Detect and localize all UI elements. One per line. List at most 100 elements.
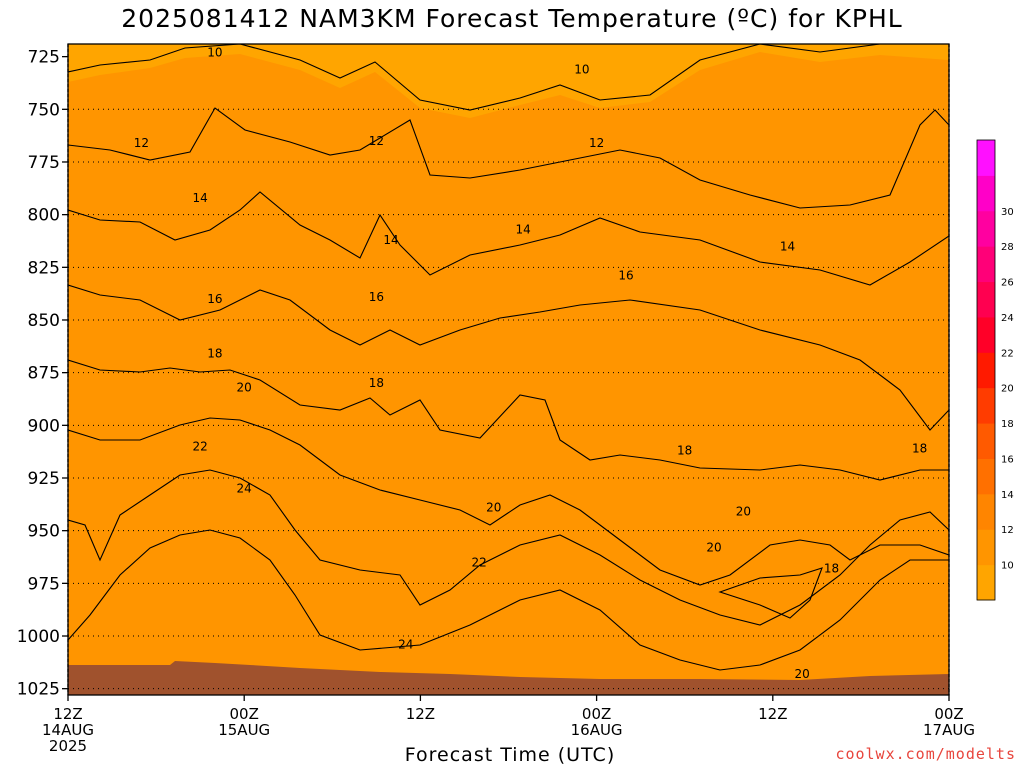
- colorbar-tick-label-18: 18: [1001, 419, 1014, 430]
- x-tick-label-0: 12Z 14AUG 2025: [42, 705, 94, 755]
- contour-label-15: 18: [912, 442, 927, 456]
- contour-label-text-18: 20: [486, 500, 501, 514]
- colorbar-swatch-1: [977, 529, 995, 566]
- contour-line-12: [68, 107, 949, 209]
- contour-label-11: 16: [618, 269, 633, 283]
- contour-label-text-5: 14: [193, 191, 208, 205]
- contour-label-8: 14: [780, 239, 795, 253]
- contour-label-text-3: 12: [369, 134, 384, 148]
- contour-line-16: [68, 284, 949, 431]
- colorbar-tick-label-20: 20: [1001, 384, 1014, 395]
- contour-label-text-23: 22: [471, 555, 486, 569]
- chart-title: 2025081412 NAM3KM Forecast Temperature (…: [121, 4, 903, 33]
- contour-label-text-14: 18: [677, 444, 692, 458]
- colorbar-swatch-8: [977, 281, 995, 318]
- colorbar-tick-label-30: 30: [1001, 207, 1014, 218]
- contour-label-text-10: 16: [369, 290, 384, 304]
- contour-label-3: 12: [369, 134, 384, 148]
- contour-lines: [68, 44, 949, 671]
- contour-label-6: 14: [383, 233, 398, 247]
- x-tick-label-5: 00Z 17AUG: [923, 705, 975, 739]
- contour-line-18-island: [718, 567, 823, 619]
- contour-label-text-2: 12: [134, 136, 149, 150]
- contour-label-21: 20: [795, 667, 810, 681]
- contour-label-text-7: 14: [516, 222, 531, 236]
- colorbar-tick-label-16: 16: [1001, 454, 1014, 465]
- colorbar-swatch-0: [977, 564, 995, 601]
- contour-label-text-9: 16: [207, 292, 222, 306]
- contour-label-2: 12: [134, 136, 149, 150]
- contour-line-20: [68, 417, 949, 586]
- colorbar-swatch-4: [977, 423, 995, 459]
- contour-label-17: 20: [237, 380, 252, 394]
- temperature-band-below-8: [68, 44, 949, 118]
- contour-label-24: 24: [237, 482, 252, 496]
- y-tick-label-725: 725: [28, 48, 60, 68]
- contour-label-14: 18: [677, 444, 692, 458]
- y-tick-label-825: 825: [28, 258, 60, 278]
- plot-field: [68, 44, 949, 695]
- contour-label-13: 18: [369, 376, 384, 390]
- gridlines: [68, 108, 949, 690]
- x-tick-label-4: 12Z: [758, 705, 787, 723]
- contour-label-18: 20: [486, 500, 501, 514]
- colorbar-tick-label-22: 22: [1001, 348, 1014, 359]
- colorbar-tick-label-10: 10: [1001, 561, 1014, 572]
- contour-label-0: 10: [207, 45, 222, 59]
- contour-label-23: 22: [471, 555, 486, 569]
- colorbar-swatch-9: [977, 246, 995, 283]
- colorbar-tick-label-12: 12: [1001, 525, 1014, 536]
- contour-label-text-4: 12: [589, 136, 604, 150]
- contour-label-16: 18: [824, 562, 839, 576]
- y-tick-label-975: 975: [28, 574, 60, 594]
- contour-line-14: [68, 191, 949, 286]
- contour-label-text-21: 20: [795, 667, 810, 681]
- y-tick-label-1000: 1000: [17, 627, 60, 647]
- colorbar-swatch-5: [977, 387, 995, 424]
- contour-label-text-12: 18: [207, 347, 222, 361]
- contour-label-4: 12: [589, 136, 604, 150]
- contour-label-text-15: 18: [912, 442, 927, 456]
- x-axis: 12Z 14AUG 2025 00Z 15AUG 12Z 00Z 16AUG 12Z 00Z 17A…: [42, 695, 975, 755]
- x-axis-title: Forecast Time (UTC): [404, 744, 616, 766]
- contour-label-22: 22: [193, 439, 208, 453]
- colorbar-swatch-6: [977, 352, 995, 389]
- y-axis: 725 750 775 800 825 850 875 900 925 950 975 1000 102…: [17, 48, 68, 700]
- colorbar-tick-label-28: 28: [1001, 242, 1014, 253]
- contour-label-text-16: 18: [824, 562, 839, 576]
- y-tick-label-925: 925: [28, 469, 60, 489]
- y-tick-label-900: 900: [28, 416, 60, 436]
- y-tick-label-950: 950: [28, 522, 60, 542]
- contour-label-1: 10: [574, 62, 589, 76]
- contour-label-text-11: 16: [618, 269, 633, 283]
- x-tick-label-3: 00Z 16AUG: [571, 705, 623, 739]
- ground-terrain: [68, 661, 949, 695]
- x-tick-label-2: 12Z: [406, 705, 435, 723]
- colorbar: 10 12 14 16 18 20 22 24 26 28 30: [976, 139, 1014, 601]
- contour-label-text-13: 18: [369, 376, 384, 390]
- contour-label-text-17: 20: [237, 380, 252, 394]
- contour-label-9: 16: [207, 292, 222, 306]
- contour-label-text-22: 22: [193, 439, 208, 453]
- temperature-band-8-10: [68, 44, 949, 695]
- contour-line-24: [68, 529, 949, 671]
- contour-label-text-19: 20: [736, 505, 751, 519]
- colorbar-tick-label-14: 14: [1001, 490, 1014, 501]
- y-tick-label-775: 775: [28, 153, 60, 173]
- colorbar-swatch-11: [977, 175, 995, 212]
- contour-label-text-24: 24: [237, 482, 252, 496]
- y-tick-label-875: 875: [28, 364, 60, 384]
- colorbar-swatch-7: [977, 316, 995, 353]
- contour-label-text-8: 14: [780, 239, 795, 253]
- colorbar-frame: [976, 139, 996, 601]
- contour-label-text-6: 14: [383, 233, 398, 247]
- y-tick-label-750: 750: [28, 100, 60, 120]
- contour-line-22: [68, 469, 949, 626]
- contour-label-19: 20: [736, 505, 751, 519]
- y-tick-label-1025: 1025: [17, 680, 60, 700]
- contour-label-10: 16: [369, 290, 384, 304]
- contour-label-text-0: 10: [207, 45, 222, 59]
- contour-label-25: 24: [398, 637, 413, 651]
- contour-label-5: 14: [193, 191, 208, 205]
